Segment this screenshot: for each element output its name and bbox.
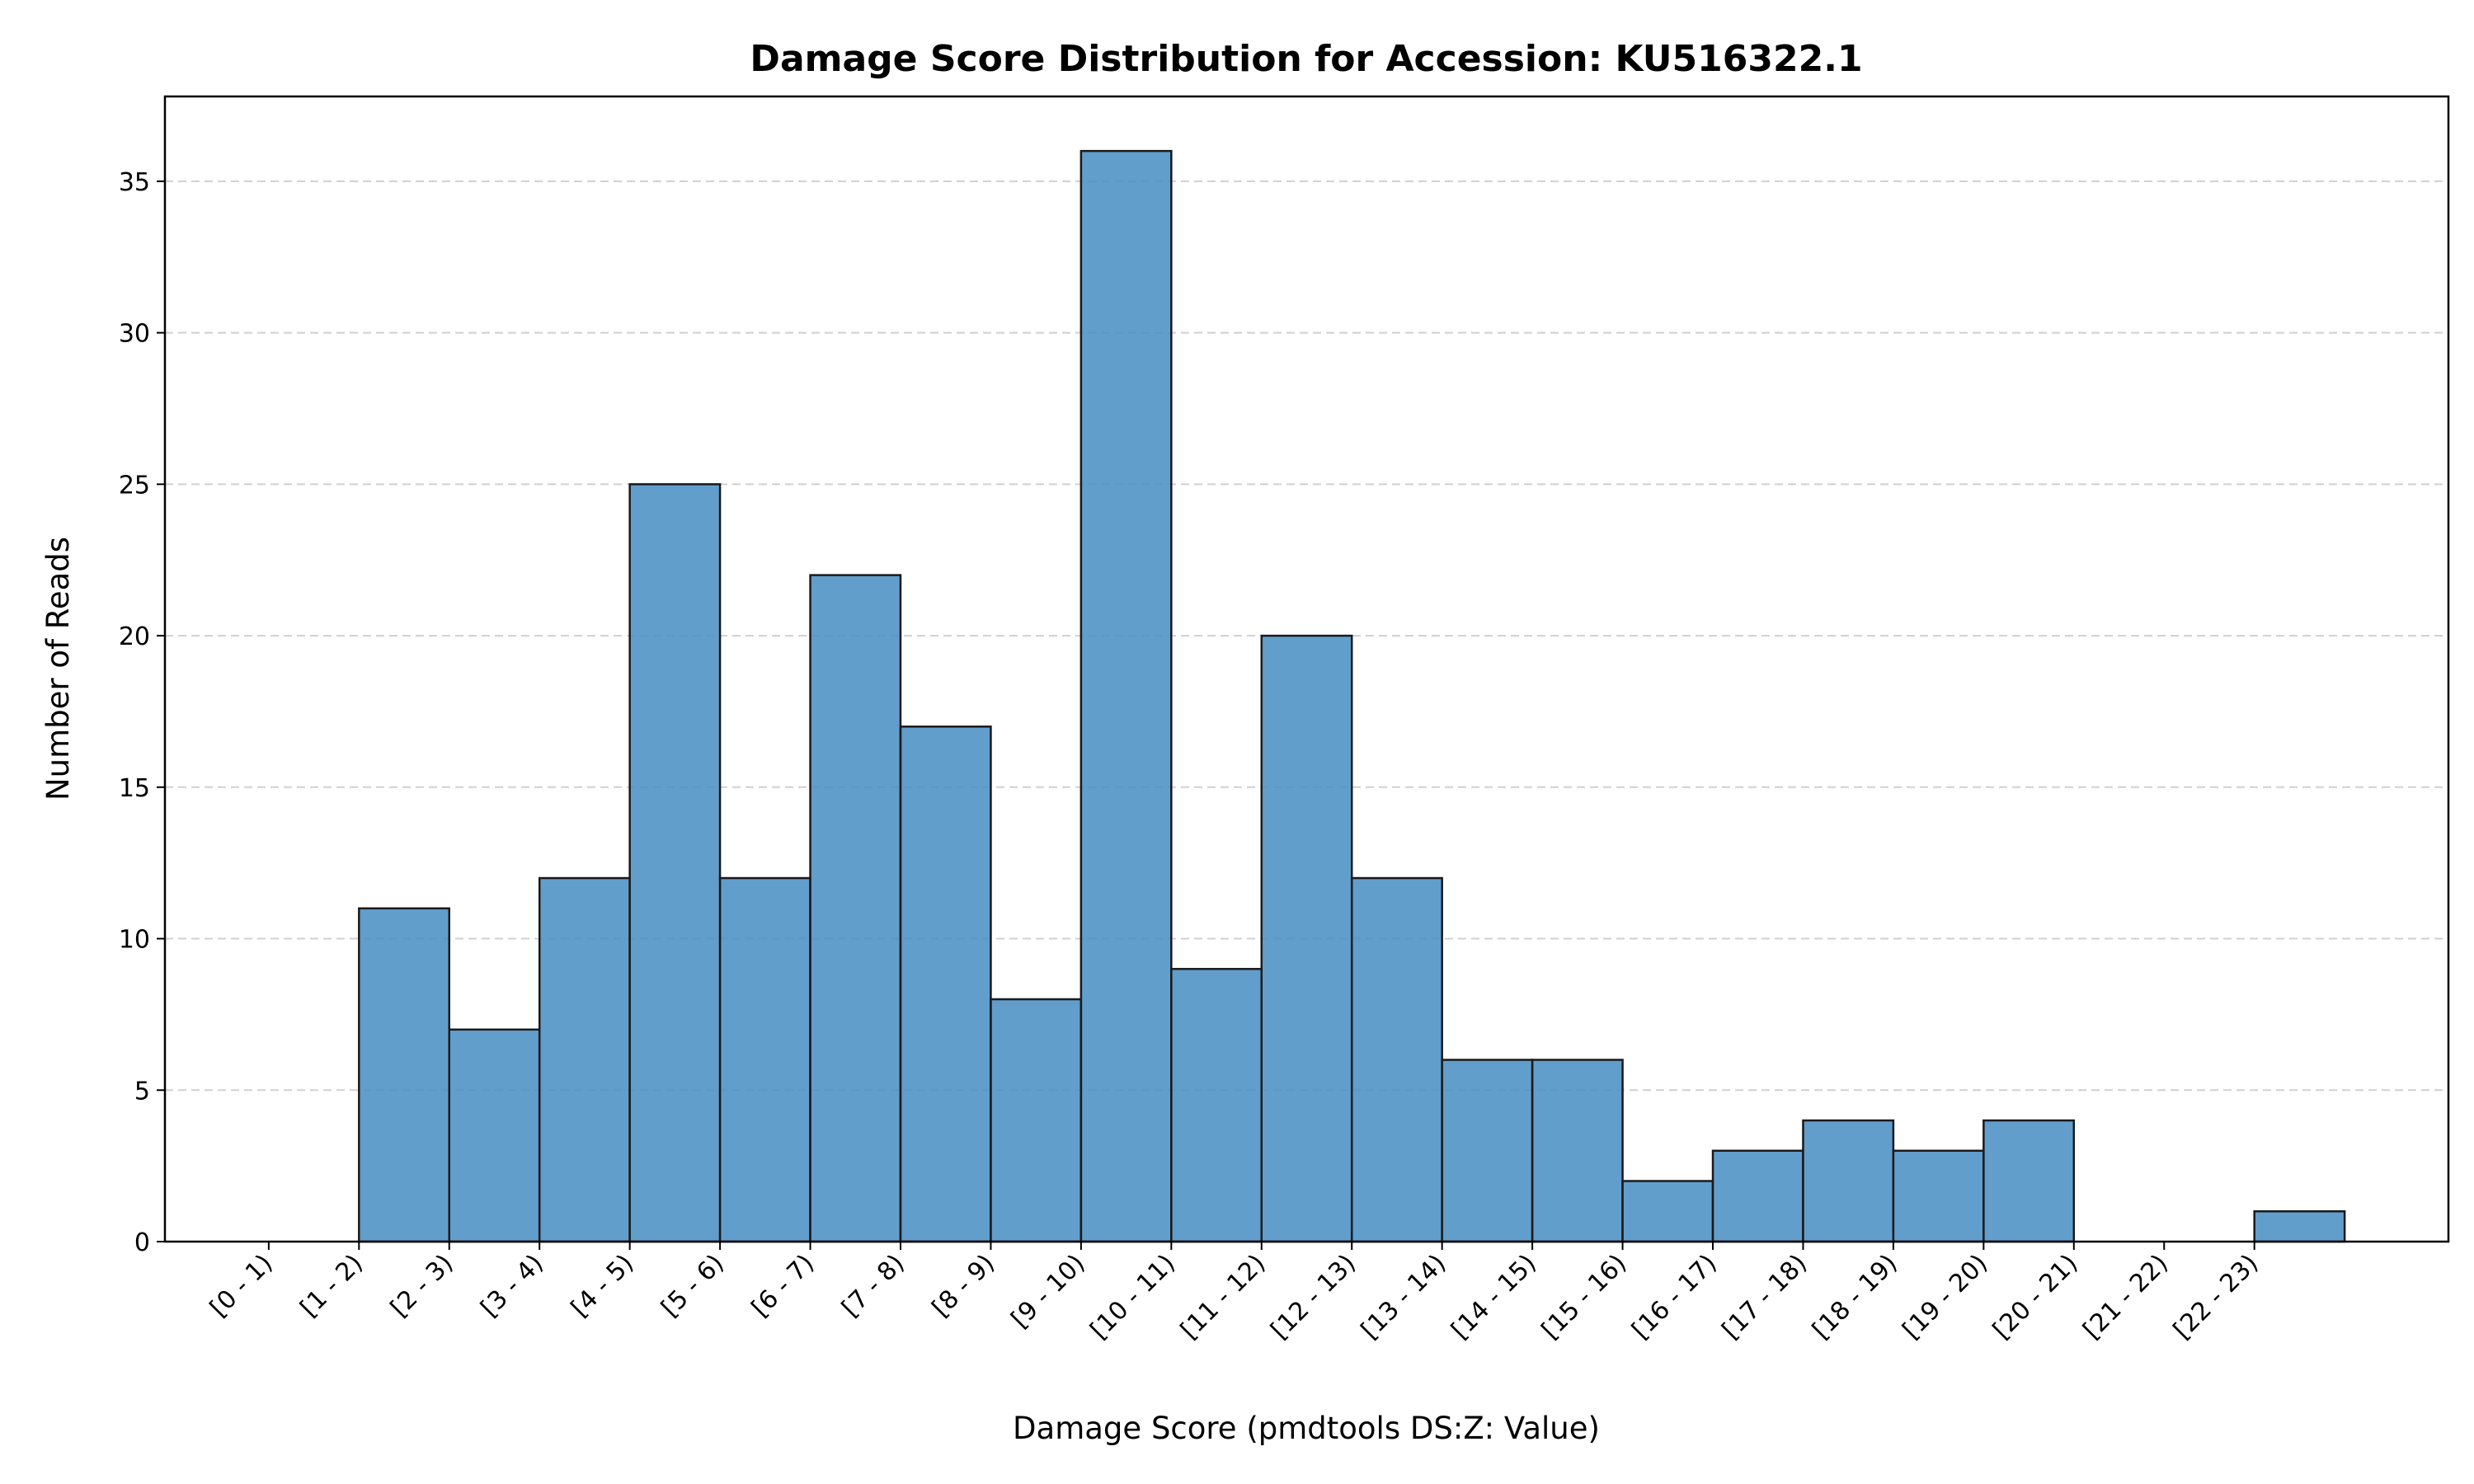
x-tick-label: [14 - 15) [1446, 1249, 1541, 1345]
y-tick-label: 5 [134, 1077, 150, 1106]
histogram-bar [358, 907, 451, 1243]
x-tick-label: [9 - 10) [1006, 1249, 1091, 1334]
histogram-bar [1802, 1119, 1895, 1243]
histogram-bar [1350, 876, 1443, 1243]
x-tick-label: [6 - 7) [746, 1249, 820, 1322]
x-tick-label: [1 - 2) [295, 1249, 369, 1322]
x-tick-label: [21 - 22) [2077, 1249, 2173, 1345]
y-tick-label: 25 [119, 471, 150, 500]
histogram-bar [1079, 149, 1173, 1243]
histogram-bar [628, 483, 722, 1243]
histogram-bar [448, 1028, 541, 1243]
x-tick-label: [8 - 9) [927, 1249, 1000, 1322]
x-tick-label: [15 - 16) [1536, 1249, 1632, 1345]
histogram-bar [1982, 1119, 2076, 1243]
histogram-bar [538, 876, 631, 1243]
histogram-bar [2253, 1210, 2346, 1243]
x-axis-label: Damage Score (pmdtools DS:Z: Value) [1013, 1411, 1600, 1446]
x-tick-label: [19 - 20) [1898, 1249, 1993, 1345]
x-tick-label: [13 - 14) [1356, 1249, 1451, 1345]
chart-title: Damage Score Distribution for Accession:… [750, 38, 1862, 80]
histogram-bar [1892, 1149, 1985, 1243]
x-tick-label: [17 - 18) [1717, 1249, 1813, 1345]
x-tick-label: [0 - 1) [205, 1249, 278, 1322]
histogram-bar [1441, 1059, 1534, 1243]
x-tick-label: [16 - 17) [1626, 1249, 1722, 1345]
x-tick-label: [22 - 23) [2168, 1249, 2264, 1345]
x-tick-label: [4 - 5) [566, 1249, 639, 1322]
y-tick-label: 10 [119, 926, 150, 955]
x-tick-label: [11 - 12) [1175, 1249, 1271, 1345]
y-tick-label: 20 [119, 622, 150, 651]
histogram-bar [718, 876, 811, 1243]
x-tick-label: [18 - 19) [1807, 1249, 1903, 1345]
histogram-bar [1711, 1149, 1804, 1243]
y-tick-label: 30 [119, 320, 150, 349]
x-tick-label: [10 - 11) [1085, 1249, 1181, 1345]
plot-frame [163, 95, 2450, 1243]
histogram-bar [1531, 1059, 1624, 1243]
histogram-bar [809, 574, 902, 1243]
y-axis-label: Number of Reads [40, 537, 76, 801]
x-tick-label: [20 - 21) [1987, 1249, 2083, 1345]
histogram-bar [1621, 1180, 1714, 1243]
y-tick-label: 15 [119, 774, 150, 803]
histogram-bar [899, 726, 992, 1243]
x-tick-label: [7 - 8) [836, 1249, 910, 1322]
x-tick-label: [5 - 6) [656, 1249, 729, 1322]
histogram-bar [1260, 634, 1353, 1243]
histogram-bar [990, 998, 1083, 1243]
y-tick-label: 0 [134, 1228, 150, 1257]
histogram-bar [1170, 968, 1263, 1243]
x-tick-label: [2 - 3) [385, 1249, 459, 1322]
x-tick-label: [3 - 4) [475, 1249, 548, 1322]
x-tick-label: [12 - 13) [1265, 1249, 1361, 1345]
y-tick-label: 35 [119, 168, 150, 197]
